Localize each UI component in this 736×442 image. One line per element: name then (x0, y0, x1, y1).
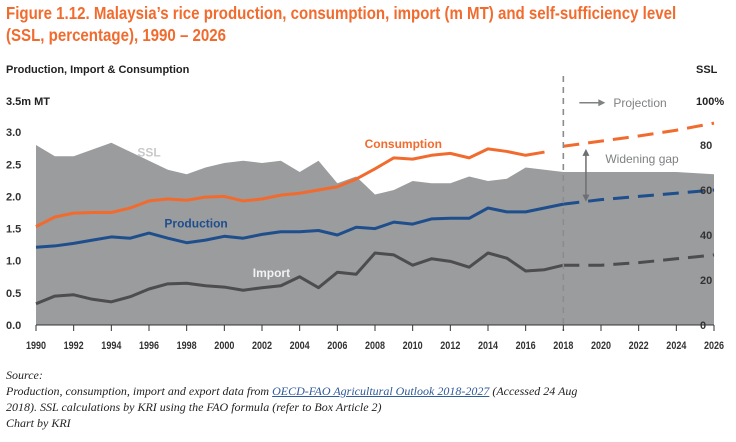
x-tick-label: 2004 (290, 340, 310, 352)
left-tick-label: 2.0 (6, 191, 21, 203)
production-line (35, 202, 564, 249)
right-axis-title: SSL (696, 64, 718, 76)
left-tick-label: 2.5 (6, 159, 21, 171)
x-tick-label: 2016 (516, 340, 536, 352)
production-projection-line (563, 188, 715, 206)
x-tick-label: 2000 (214, 340, 234, 352)
consumption-projection-line (563, 121, 715, 148)
widening-gap-arrowhead-down-icon (582, 194, 590, 202)
right-axis-unit-label: 100% (696, 96, 724, 108)
figure-title-line-1: Figure 1.12. Malaysia’s rice production,… (6, 3, 677, 23)
annotation-label-widening-gap: Widening gap (605, 152, 679, 166)
left-axis-unit-label: 3.5m MT (6, 96, 50, 108)
ssl-area-layer (36, 142, 714, 325)
x-tick-label: 2006 (327, 340, 347, 352)
source-note: Source: Production, consumption, import … (6, 367, 732, 431)
left-tick-label: 1.5 (6, 224, 21, 236)
series-lines-layer (35, 121, 715, 306)
x-tick-label: 1992 (64, 340, 84, 352)
x-tick-label: 2024 (666, 340, 686, 352)
left-tick-label: 0.0 (6, 320, 21, 332)
widening-gap-arrowhead-up-icon (582, 148, 590, 156)
x-tick-label: 2020 (591, 340, 611, 352)
x-tick-label: 2002 (252, 340, 272, 352)
chart-credit: Chart by KRI (6, 416, 71, 430)
right-tick-label: 0 (700, 320, 706, 332)
x-tick-label: 2010 (403, 340, 423, 352)
left-tick-label: 3.0 (6, 127, 21, 139)
annotation-label-consumption: Consumption (365, 137, 442, 151)
x-tick-label: 2018 (553, 340, 573, 352)
rice-chart: 1990 1992 1994 1996 1998 2000 2002 2004 2006 2008… (6, 64, 724, 352)
annotation-label-production: Production (164, 216, 227, 230)
left-tick-label: 1.0 (6, 256, 21, 268)
figure-title: Figure 1.12. Malaysia’s rice production,… (6, 2, 676, 46)
source-text-end: (Accessed 24 Aug (489, 384, 578, 398)
x-tick-label: 2012 (440, 340, 460, 352)
annotation-label-ssl: SSL (137, 145, 160, 159)
right-tick-label: 60 (700, 185, 712, 197)
x-tick-label: 2008 (365, 340, 385, 352)
annotation-label-import: Import (253, 266, 290, 280)
x-tick-label: 2014 (478, 340, 498, 352)
right-tick-label: 20 (700, 275, 712, 287)
ssl-area (36, 142, 714, 325)
axes-layer: 1990 1992 1994 1996 1998 2000 2002 2004 2006 2008… (6, 76, 724, 352)
left-tick-label: 0.5 (6, 288, 21, 300)
consumption-line (35, 147, 545, 228)
right-tick-label: 40 (700, 230, 712, 242)
x-tick-label: 2022 (629, 340, 649, 352)
x-tick-label: 1996 (139, 340, 159, 352)
x-tick-label: 1990 (26, 340, 46, 352)
x-tick-label: 1998 (177, 340, 197, 352)
source-ssl-note: 2018). SSL calculations by KRI using the… (6, 400, 382, 414)
source-text-start: Production, consumption, import and expo… (6, 384, 273, 398)
right-tick-label: 80 (700, 140, 712, 152)
source-heading: Source: (6, 368, 43, 382)
import-projection-line (563, 253, 715, 267)
x-tick-label: 1994 (101, 340, 121, 352)
x-tick-label: 2026 (704, 340, 724, 352)
import-line (35, 251, 564, 306)
projection-arrowhead-icon (598, 99, 606, 107)
left-axis-title: Production, Import & Consumption (6, 64, 190, 76)
labels-layer: Production, Import & Consumption 3.5m MT… (6, 64, 724, 280)
figure-title-line-2: (SSL, percentage), 1990 – 2026 (6, 25, 227, 45)
annotation-label-projection: Projection (613, 96, 666, 110)
oecd-fao-outlook-link[interactable]: OECD-FAO Agricultural Outlook 2018-2027 (272, 384, 490, 398)
